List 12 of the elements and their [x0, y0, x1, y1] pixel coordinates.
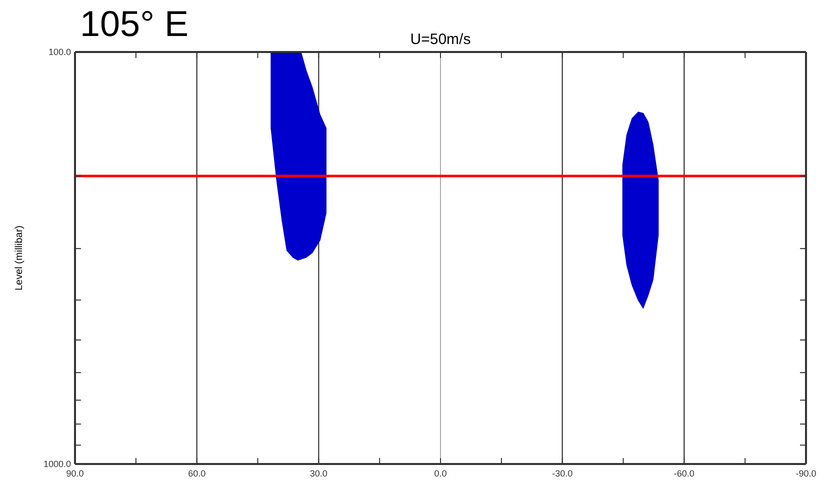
y-tick-label: 100.0 — [48, 46, 71, 57]
x-tick-label: -30.0 — [552, 468, 573, 478]
y-tick-label: 1000.0 — [43, 458, 71, 469]
x-tick-label: 30.0 — [310, 468, 328, 478]
x-tick-label: -60.0 — [674, 468, 694, 478]
x-tick-label: -90.0 — [796, 468, 816, 478]
chart-title: U=50m/s — [410, 31, 471, 48]
x-tick-label: 90.0 — [66, 468, 84, 478]
x-tick-label: 0.0 — [434, 468, 447, 478]
y-axis-title: Level (millibar) — [14, 225, 25, 291]
text: 105° E — [80, 3, 188, 44]
x-tick-label: 60.0 — [188, 468, 206, 478]
